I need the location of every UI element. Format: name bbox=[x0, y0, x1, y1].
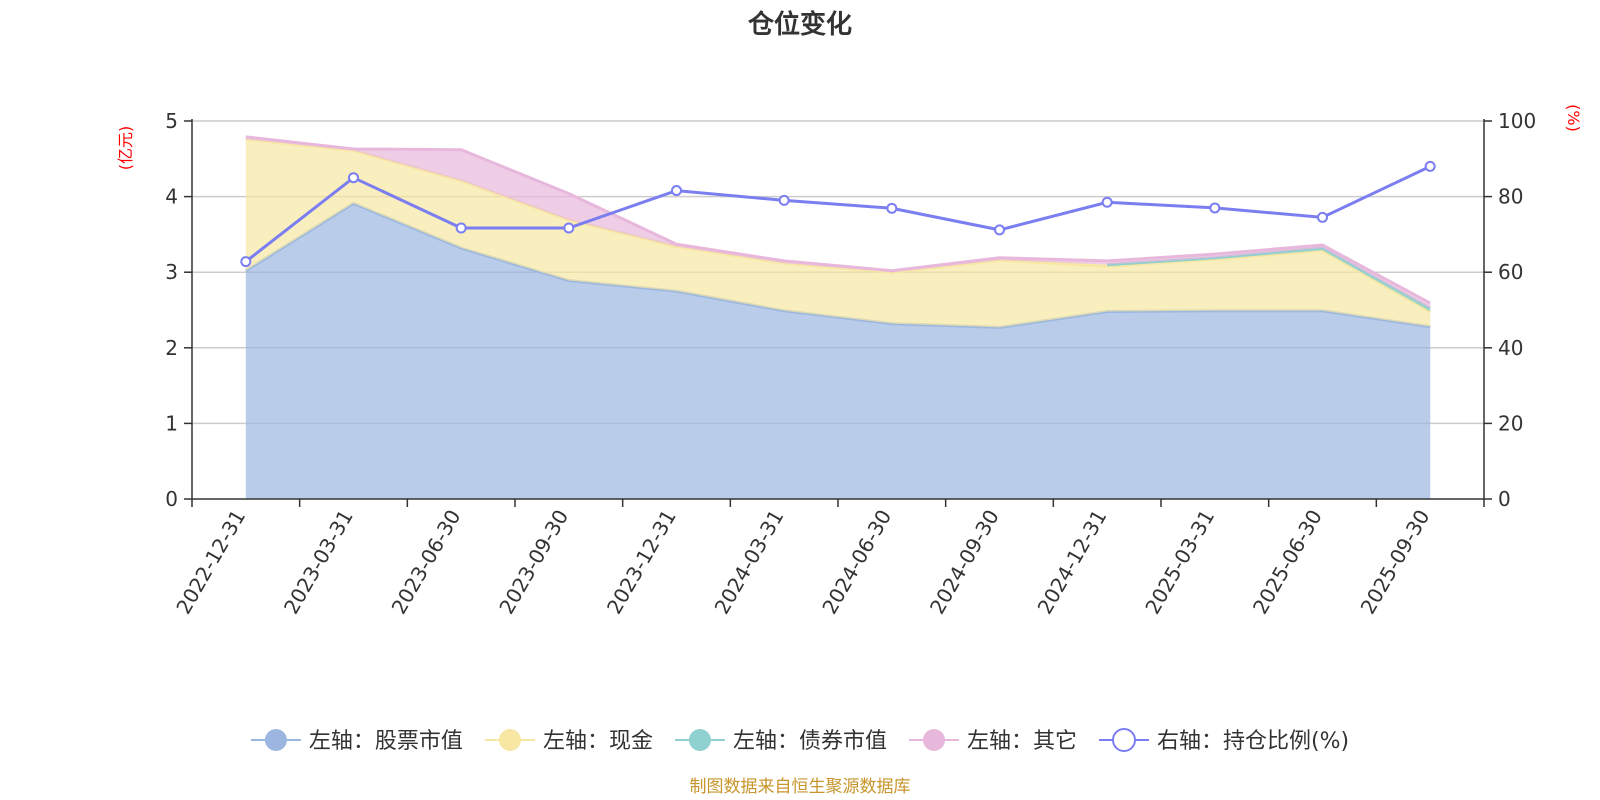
x-axis-tick-label: 2023-06-30 bbox=[387, 505, 466, 618]
left-axis-tick-label: 1 bbox=[165, 411, 178, 435]
ratio-point bbox=[886, 202, 898, 214]
holding-ratio-line bbox=[240, 160, 1436, 268]
right-axis-tick-label: 80 bbox=[1498, 185, 1523, 209]
x-axis-tick-label: 2023-09-30 bbox=[494, 506, 573, 619]
legend-marker bbox=[498, 729, 521, 751]
area-左轴：股票市值 bbox=[245, 203, 1431, 499]
ratio-point bbox=[240, 256, 252, 268]
legend-label: 左轴：债券市值 bbox=[733, 729, 887, 754]
ratio-point bbox=[671, 185, 682, 197]
legend-item: 左轴：股票市值 bbox=[250, 729, 463, 754]
right-axis-unit: (%) bbox=[1564, 104, 1583, 132]
legend-marker bbox=[688, 729, 711, 751]
ratio-point bbox=[455, 222, 467, 234]
x-axis-tick-label: 2025-03-31 bbox=[1140, 506, 1219, 619]
left-axis-unit: (亿元) bbox=[116, 126, 135, 171]
ratio-point bbox=[1317, 211, 1328, 223]
legend-label: 左轴：现金 bbox=[543, 729, 653, 754]
area-line-左轴：其它 bbox=[245, 135, 1431, 305]
legend-item: 左轴：债券市值 bbox=[674, 729, 887, 754]
legend-item: 左轴：现金 bbox=[484, 729, 653, 754]
legend-marker bbox=[264, 729, 287, 751]
ratio-series-line bbox=[244, 165, 1431, 263]
x-axis-tick-label: 2024-06-30 bbox=[817, 506, 896, 619]
ratio-point bbox=[1209, 202, 1221, 214]
x-axis-tick-label: 2023-03-31 bbox=[279, 506, 358, 619]
legend-label: 左轴：股票市值 bbox=[309, 729, 463, 754]
legend-item: 右轴：持仓比例(%) bbox=[1098, 728, 1349, 754]
right-axis-tick-label: 60 bbox=[1498, 260, 1523, 284]
right-axis-tick-label: 20 bbox=[1498, 411, 1523, 435]
legend-marker bbox=[922, 729, 945, 751]
right-axis-tick-label: 100 bbox=[1498, 109, 1536, 133]
ratio-point bbox=[1101, 196, 1113, 208]
data-source-note: 制图数据来自恒生聚源数据库 bbox=[690, 777, 911, 797]
left-axis-tick-label: 0 bbox=[165, 487, 178, 511]
ratio-point bbox=[778, 194, 790, 206]
right-axis-tick-label: 0 bbox=[1498, 487, 1511, 511]
ratio-point bbox=[994, 224, 1005, 236]
x-axis-tick-label: 2024-03-31 bbox=[710, 506, 789, 619]
legend-item: 左轴：其它 bbox=[908, 729, 1077, 754]
legend: 左轴：股票市值 左轴：现金 左轴：债券市值 左轴：其它 右轴：持仓比例(%) bbox=[250, 728, 1349, 754]
area-左轴：现金 bbox=[245, 139, 1431, 328]
right-axis-tick-label: 40 bbox=[1498, 336, 1523, 360]
ratio-point bbox=[1424, 160, 1436, 172]
stacked-areas bbox=[245, 135, 1431, 499]
ratio-point bbox=[348, 172, 359, 184]
x-axis-tick-label: 2025-06-30 bbox=[1248, 506, 1327, 619]
x-axis-tick-label: 2025-09-30 bbox=[1356, 506, 1435, 619]
ratio-point bbox=[563, 222, 575, 234]
left-axis-tick-label: 4 bbox=[165, 185, 178, 209]
legend-marker bbox=[1111, 728, 1136, 752]
x-axis-tick-label: 2024-12-31 bbox=[1033, 506, 1112, 619]
x-axis-tick-label: 2022-12-31 bbox=[171, 506, 250, 619]
left-axis-tick-label: 2 bbox=[165, 336, 178, 360]
chart-title: 仓位变化 bbox=[747, 9, 852, 40]
left-axis-tick-label: 5 bbox=[165, 109, 178, 133]
x-axis-tick-label: 2024-09-30 bbox=[925, 506, 1004, 619]
x-axis-tick-label: 2023-12-31 bbox=[602, 506, 681, 619]
left-axis-tick-label: 3 bbox=[165, 260, 178, 284]
legend-label: 左轴：其它 bbox=[967, 729, 1077, 754]
legend-label: 右轴：持仓比例(%) bbox=[1157, 729, 1349, 754]
